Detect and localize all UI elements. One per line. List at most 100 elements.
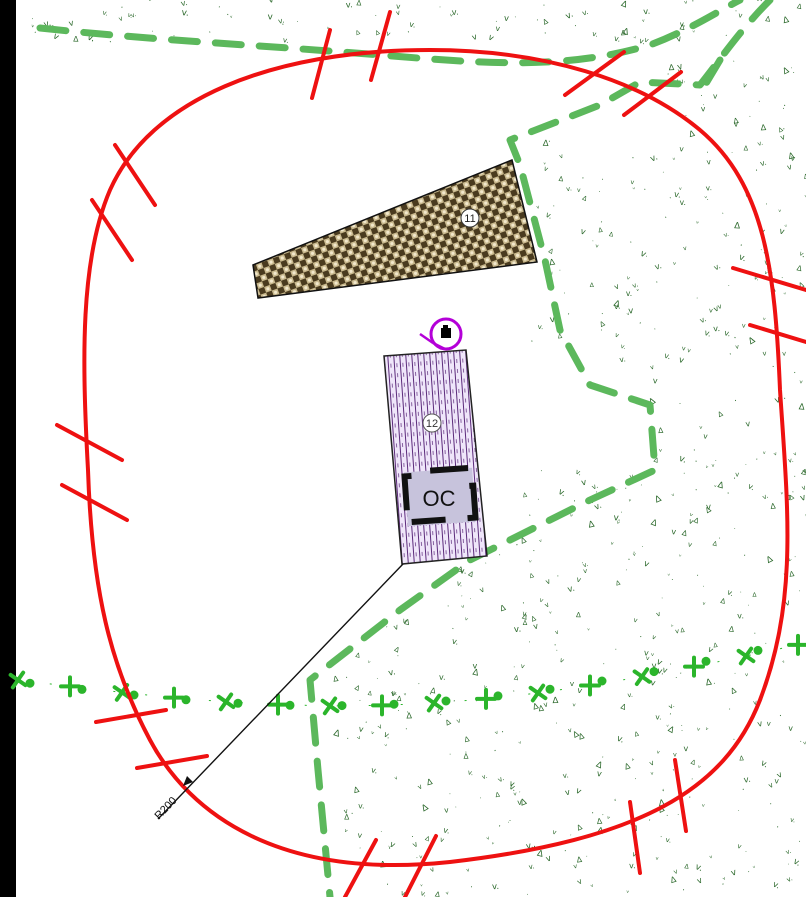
vegetation-mark: ᵥ xyxy=(696,723,702,734)
vegetation-mark: ∆ xyxy=(711,539,719,548)
vegetation-mark: . xyxy=(640,479,644,487)
vegetation-mark: ∆ xyxy=(652,455,660,465)
vegetation-mark: ᵥ xyxy=(720,872,727,881)
vegetation-mark: . xyxy=(798,585,802,593)
vegetation-mark: . xyxy=(733,394,737,404)
crossing-line-symbol xyxy=(528,683,548,703)
vegetation-mark: ᵥ xyxy=(702,598,707,607)
vegetation-mark: ∆ xyxy=(494,790,501,799)
vegetation-mark: v. xyxy=(387,667,396,678)
crossing-line-symbol xyxy=(8,670,28,690)
vegetation-mark: . xyxy=(782,99,787,109)
vegetation-mark: v xyxy=(652,375,658,385)
vegetation-mark: ᵥ xyxy=(569,509,575,519)
vegetation-mark: ᵥ xyxy=(537,535,543,544)
vegetation-mark: ∆ xyxy=(586,520,595,531)
marker-ring[interactable] xyxy=(429,317,463,351)
vegetation-mark: v xyxy=(738,11,743,19)
vegetation-mark: v. xyxy=(180,0,189,8)
crossing-line-dot xyxy=(545,684,555,694)
vegetation-mark: v. xyxy=(442,825,451,835)
vegetation-mark: v xyxy=(543,600,550,609)
vegetation-mark: ∆ xyxy=(703,504,713,515)
vegetation-mark: ∆ xyxy=(776,125,785,135)
building-11[interactable]: 11 xyxy=(252,158,538,299)
vegetation-mark: ∆ xyxy=(795,263,804,273)
vegetation-mark: . xyxy=(405,722,408,731)
vegetation-mark: v. xyxy=(562,770,569,780)
vegetation-mark: v. xyxy=(549,314,558,325)
vegetation-mark: v xyxy=(649,364,655,372)
vegetation-mark: v. xyxy=(581,7,590,17)
vegetation-mark: . xyxy=(538,465,544,473)
vegetation-mark: ᵥ xyxy=(691,27,696,35)
vegetation-mark: ∆ xyxy=(738,754,745,762)
vegetation-mark: v. xyxy=(613,34,621,44)
vegetation-mark: ᵥ xyxy=(595,240,600,250)
vegetation-mark: ∆ xyxy=(403,617,412,627)
vegetation-mark: v xyxy=(675,33,682,44)
building-11-shape[interactable] xyxy=(252,158,538,299)
vegetation-mark: v. xyxy=(419,889,427,897)
vegetation-mark: ᵥ xyxy=(513,788,518,798)
vegetation-mark: ᵥ xyxy=(606,812,613,822)
vegetation-mark: · xyxy=(733,669,737,677)
vegetation-mark: · xyxy=(680,722,683,730)
vegetation-mark: . xyxy=(688,790,693,800)
vegetation-mark: . xyxy=(358,843,363,850)
vegetation-mark: ∆ xyxy=(679,627,686,635)
vegetation-mark: ∆ xyxy=(471,667,480,678)
location-marker[interactable] xyxy=(419,317,463,351)
vegetation-mark: v. xyxy=(435,706,445,717)
vegetation-mark: · xyxy=(599,326,603,335)
vegetation-mark: ᵥ xyxy=(672,257,677,267)
building-12-number-badge xyxy=(422,413,442,433)
building-12[interactable]: 12 xyxy=(383,349,488,565)
vegetation-mark: ∆ xyxy=(733,221,741,231)
vegetation-mark: . xyxy=(782,392,788,402)
vegetation-mark: v. xyxy=(663,351,672,361)
vegetation-mark: ∆ xyxy=(653,494,663,506)
vegetation-mark: v. xyxy=(759,758,770,770)
vegetation-mark: . xyxy=(548,135,551,144)
oc-box[interactable] xyxy=(404,467,476,527)
vegetation-mark: ∆ xyxy=(557,175,564,184)
vegetation-mark: v xyxy=(473,661,478,671)
vegetation-mark: ᵥ xyxy=(588,880,594,890)
vegetation-mark: · xyxy=(32,28,39,38)
vegetation-mark: v. xyxy=(590,481,599,492)
vegetation-mark: v xyxy=(358,724,365,734)
crossing-line-symbol xyxy=(475,687,497,710)
vegetation-mark: v. xyxy=(345,0,352,10)
vegetation-mark: ∆ xyxy=(608,231,615,239)
vegetation-mark: · xyxy=(601,811,605,819)
vegetation-mark: ᵥ xyxy=(745,669,750,679)
vegetation-mark: ∆ xyxy=(597,226,604,235)
crossing-line xyxy=(8,633,806,717)
vegetation-mark: . xyxy=(389,696,394,705)
vegetation-mark: v xyxy=(708,306,713,314)
vegetation-mark: ∆ xyxy=(551,696,558,706)
vegetation-mark: ᵥ xyxy=(543,159,547,166)
crossing-line-dot xyxy=(441,696,451,706)
vegetation-mark: ∆ xyxy=(518,797,528,809)
vegetation-mark: v xyxy=(517,798,523,807)
vegetation-mark: v. xyxy=(43,19,53,31)
vegetation-mark: ᵥ xyxy=(370,727,376,737)
vegetation-mark: ∆ xyxy=(351,784,360,795)
vegetation-mark: ∆ xyxy=(751,592,757,599)
vegetation-mark: . xyxy=(681,725,684,733)
vegetation-mark: . xyxy=(669,764,675,773)
vegetation-mark: ∆ xyxy=(498,603,508,614)
vegetation-mark: ∆ xyxy=(331,728,342,740)
vegetation-mark: ᵥ xyxy=(355,732,363,743)
vegetation-mark: v. xyxy=(615,734,625,746)
vegetation-mark: v. xyxy=(86,33,97,45)
building-12-shape[interactable] xyxy=(383,349,488,565)
vegetation-mark: ∆ xyxy=(352,683,361,693)
oc-feature[interactable]: OC xyxy=(401,464,479,527)
vegetation-mark: ᵥ xyxy=(714,482,717,489)
vegetation-mark: v. xyxy=(667,701,676,711)
vegetation-mark: v. xyxy=(747,481,757,492)
vegetation-mark: . xyxy=(628,235,633,245)
